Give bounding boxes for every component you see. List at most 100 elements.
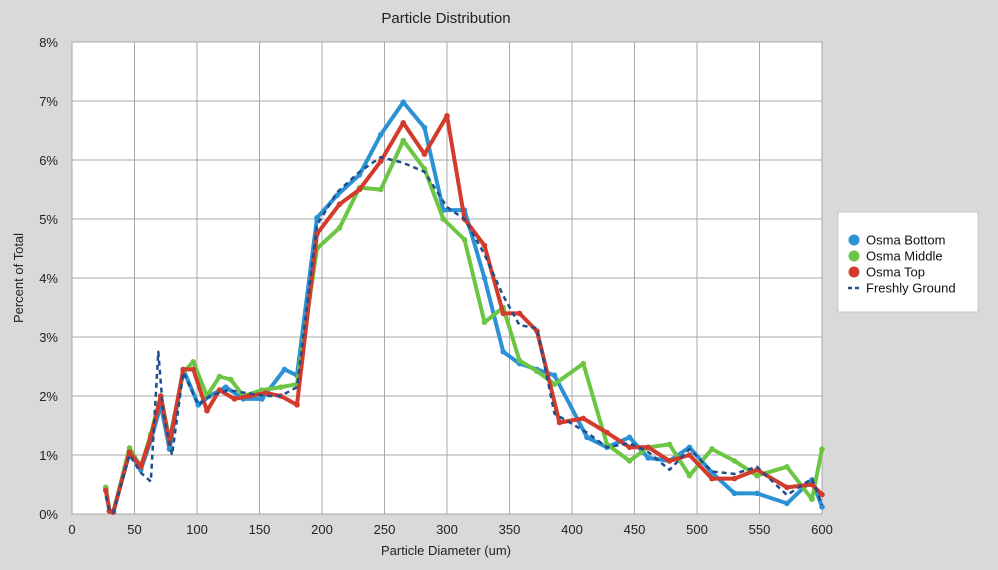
x-tick-label: 500 bbox=[686, 522, 708, 537]
data-point-osma-top bbox=[626, 444, 633, 451]
data-point-osma-top bbox=[709, 475, 715, 482]
x-tick-label: 100 bbox=[186, 522, 208, 537]
y-tick-label: 8% bbox=[39, 35, 58, 50]
data-point-osma-bottom bbox=[754, 490, 760, 497]
series-lines bbox=[102, 99, 825, 516]
data-point-osma-bottom bbox=[551, 372, 558, 379]
data-point-osma-bottom bbox=[645, 455, 652, 461]
data-point-osma-top bbox=[356, 186, 363, 193]
data-point-osma-bottom bbox=[314, 215, 320, 221]
legend-label: Osma Middle bbox=[866, 249, 943, 264]
data-point-osma-middle bbox=[754, 472, 760, 479]
data-point-osma-top bbox=[444, 112, 450, 119]
data-point-osma-top bbox=[731, 475, 738, 482]
x-tick-label: 150 bbox=[249, 522, 271, 537]
data-point-osma-top bbox=[500, 310, 507, 317]
data-point-osma-middle bbox=[516, 357, 523, 364]
data-point-osma-top bbox=[421, 151, 428, 157]
data-point-osma-bottom bbox=[421, 124, 428, 131]
x-tick-label: 200 bbox=[311, 522, 333, 537]
data-point-osma-middle bbox=[481, 319, 488, 326]
data-point-osma-middle bbox=[190, 358, 197, 365]
x-tick-label: 550 bbox=[749, 522, 771, 537]
y-tick-label: 4% bbox=[39, 271, 58, 286]
data-point-osma-top bbox=[516, 310, 523, 317]
data-point-osma-top bbox=[400, 120, 407, 126]
x-tick-label: 450 bbox=[624, 522, 646, 537]
data-point-osma-top bbox=[556, 419, 563, 426]
x-tick-label: 350 bbox=[499, 522, 521, 537]
data-point-osma-middle bbox=[126, 445, 133, 451]
data-point-osma-top bbox=[377, 158, 384, 164]
data-point-osma-bottom bbox=[500, 348, 507, 355]
y-tick-label: 6% bbox=[39, 153, 58, 168]
data-point-osma-middle bbox=[809, 496, 815, 503]
data-point-osma-top bbox=[216, 387, 223, 393]
legend-label: Osma Top bbox=[866, 265, 925, 280]
data-point-osma-top bbox=[645, 444, 652, 451]
y-tick-label: 0% bbox=[39, 507, 58, 522]
data-point-osma-middle bbox=[784, 464, 790, 470]
data-point-osma-top bbox=[190, 366, 197, 373]
data-point-osma-top bbox=[686, 452, 693, 458]
legend-box bbox=[837, 211, 979, 313]
x-tick-label: 50 bbox=[127, 522, 141, 537]
data-point-osma-bottom bbox=[731, 490, 738, 497]
data-point-osma-middle bbox=[686, 472, 693, 479]
y-tick-label: 3% bbox=[39, 330, 58, 345]
x-tick-label: 0 bbox=[68, 522, 75, 537]
data-point-osma-middle bbox=[626, 458, 633, 464]
data-point-osma-bottom bbox=[819, 504, 825, 510]
y-axis-title: Percent of Total bbox=[11, 233, 26, 323]
y-tick-label: 2% bbox=[39, 389, 58, 404]
x-tick-label: 250 bbox=[374, 522, 396, 537]
x-axis-title: Particle Diameter (um) bbox=[381, 543, 511, 558]
data-point-osma-middle bbox=[461, 236, 468, 243]
legend-label: Osma Bottom bbox=[866, 233, 945, 248]
data-point-osma-top bbox=[137, 464, 144, 470]
data-point-osma-middle bbox=[336, 225, 343, 231]
data-point-osma-middle bbox=[551, 381, 558, 388]
data-point-osma-top bbox=[580, 415, 587, 422]
data-point-osma-top bbox=[180, 366, 187, 373]
data-point-osma-middle bbox=[580, 360, 587, 367]
data-point-osma-top bbox=[666, 458, 673, 464]
data-point-osma-middle bbox=[216, 373, 223, 380]
data-point-osma-bottom bbox=[222, 384, 229, 390]
data-point-osma-middle bbox=[534, 368, 540, 375]
data-point-osma-top bbox=[231, 396, 238, 402]
data-point-osma-bottom bbox=[377, 131, 384, 138]
data-point-osma-top bbox=[126, 449, 133, 455]
data-point-osma-middle bbox=[400, 137, 407, 144]
data-point-osma-bottom bbox=[481, 275, 488, 281]
legend-marker bbox=[848, 266, 860, 278]
data-point-osma-top bbox=[204, 407, 210, 414]
data-point-osma-top bbox=[784, 484, 790, 491]
data-point-osma-bottom bbox=[259, 396, 265, 402]
grid bbox=[71, 41, 823, 515]
data-point-osma-top bbox=[819, 491, 825, 498]
data-point-osma-top bbox=[102, 487, 109, 494]
data-point-osma-bottom bbox=[626, 434, 633, 441]
chart-title: Particle Distribution bbox=[381, 10, 510, 27]
y-axis-ticks: 0% 1% 2% 3% 4% 5% 6% 7% 8% bbox=[39, 35, 58, 522]
data-point-osma-middle bbox=[666, 441, 673, 448]
data-point-osma-top bbox=[336, 201, 343, 208]
data-point-osma-middle bbox=[440, 216, 447, 222]
data-point-osma-bottom bbox=[400, 99, 407, 105]
data-point-osma-middle bbox=[731, 458, 738, 464]
x-tick-label: 600 bbox=[811, 522, 833, 537]
y-tick-label: 1% bbox=[39, 448, 58, 463]
data-point-osma-top bbox=[481, 242, 488, 249]
data-point-osma-bottom bbox=[281, 366, 288, 373]
legend-marker bbox=[848, 250, 860, 262]
x-tick-label: 400 bbox=[561, 522, 583, 537]
data-point-osma-top bbox=[294, 402, 300, 408]
data-point-osma-middle bbox=[277, 384, 284, 390]
y-tick-label: 7% bbox=[39, 94, 58, 109]
x-axis-ticks: 0 50 100 150 200 250 300 350 400 450 500 550 600 bbox=[68, 522, 832, 537]
